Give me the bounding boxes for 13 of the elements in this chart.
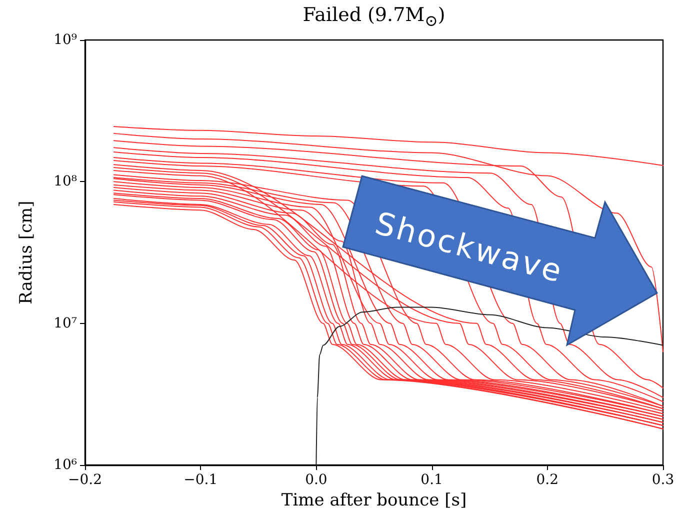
x-tick-label: 0.0: [305, 472, 328, 488]
x-axis-title: Time after bounce [s]: [281, 490, 467, 510]
chart-title: Failed (9.7M$_{⊙}$): [302, 4, 446, 30]
x-tick-label: −0.1: [184, 472, 218, 488]
x-tick-label: 0.2: [536, 472, 559, 488]
y-tick-label: 10⁸: [54, 174, 78, 190]
y-tick-label: 10⁹: [54, 32, 78, 48]
y-tick-label: 10⁷: [54, 315, 78, 332]
x-tick-label: 0.1: [420, 472, 443, 488]
x-tick-label: 0.3: [652, 472, 674, 488]
x-tick-label: −0.2: [68, 472, 102, 488]
y-tick-label: 10⁶: [54, 457, 78, 473]
y-axis-title: Radius [cm]: [16, 200, 36, 304]
